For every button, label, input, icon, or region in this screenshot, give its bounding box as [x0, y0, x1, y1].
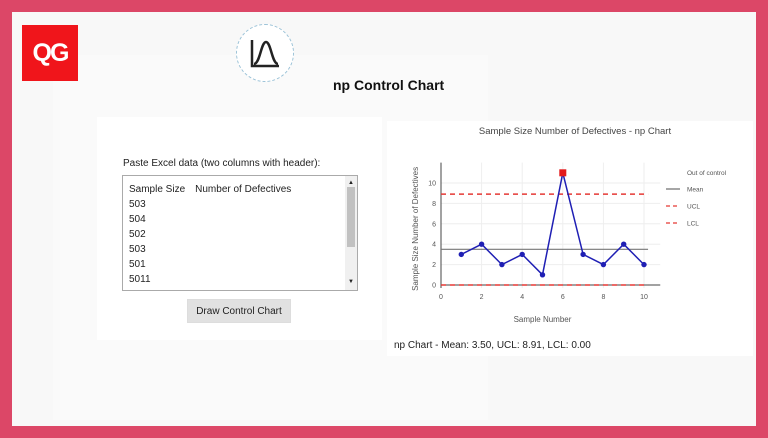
defectives: 1	[140, 259, 146, 270]
data-row: 503	[129, 242, 337, 257]
x-tick-label: 0	[439, 294, 443, 301]
np-chart: Sample Size Number of Defectives - np Ch…	[411, 126, 727, 324]
y-tick-label: 6	[432, 221, 436, 228]
data-row: 503	[129, 197, 337, 212]
y-tick-label: 8	[432, 201, 436, 208]
data-row: 5011	[129, 272, 337, 287]
data-point	[458, 251, 464, 258]
x-tick-label: 8	[601, 294, 605, 301]
scrollbar-thumb[interactable]	[347, 187, 355, 247]
data-row: 503	[129, 287, 337, 290]
header-col2: Number of Defectives	[195, 184, 292, 195]
legend-lcl: LCL	[687, 221, 699, 228]
defectives: 3	[140, 244, 146, 255]
legend-mean: Mean	[687, 187, 704, 194]
data-point	[478, 241, 485, 247]
sample-size: 50	[129, 214, 141, 225]
y-tick-label: 10	[428, 181, 436, 188]
data-point	[621, 241, 627, 247]
x-tick-label: 6	[561, 294, 565, 301]
data-textarea[interactable]: Sample Size Number of Defectives 503 504 50…	[122, 175, 358, 291]
defectives: 11	[140, 274, 151, 285]
data-point	[519, 251, 525, 258]
x-tick-label: 4	[520, 294, 524, 301]
data-row: 504	[129, 212, 337, 227]
scroll-down-icon[interactable]: ▼	[348, 279, 354, 285]
chart-panel: Sample Size Number of Defectives - np Ch…	[387, 121, 753, 356]
data-point	[539, 272, 546, 278]
x-tick-label: 2	[480, 294, 484, 301]
data-point	[600, 261, 607, 268]
scroll-up-icon[interactable]: ▲	[348, 180, 354, 186]
defectives: 2	[140, 229, 146, 240]
y-tick-label: 4	[432, 242, 436, 249]
legend-ucl: UCL	[687, 204, 700, 211]
defectives: 3	[140, 289, 146, 290]
data-point	[641, 261, 647, 268]
x-tick-label: 10	[640, 294, 648, 301]
bell-curve-icon	[236, 24, 294, 82]
qg-logo: QG	[22, 25, 78, 81]
data-row: 501	[129, 257, 337, 272]
input-label: Paste Excel data (two columns with heade…	[123, 158, 321, 169]
y-axis-label: Sample Size Number of Defectives	[411, 167, 420, 291]
defectives: 4	[140, 214, 146, 225]
sample-size: 50	[129, 274, 141, 285]
page-title: np Control Chart	[333, 77, 445, 93]
sample-size: 50	[129, 229, 141, 240]
out-of-control-point	[559, 169, 567, 177]
data-point	[580, 251, 586, 258]
header-col1: Sample Size	[129, 184, 186, 195]
y-tick-label: 0	[432, 283, 436, 290]
chart-summary: np Chart - Mean: 3.50, UCL: 8.91, LCL: 0…	[394, 340, 591, 351]
data-row: 502	[129, 227, 337, 242]
draw-chart-button[interactable]: Draw Control Chart	[187, 299, 291, 323]
sample-size: 50	[129, 259, 141, 270]
x-axis-label: Sample Number	[514, 315, 572, 324]
y-tick-label: 2	[432, 262, 436, 269]
scrollbar[interactable]: ▲ ▼	[345, 176, 357, 290]
data-line	[460, 172, 645, 277]
defectives: 3	[140, 199, 146, 210]
sample-size: 50	[129, 289, 140, 290]
legend-out-of-control: Out of control	[687, 170, 727, 177]
data-point	[499, 261, 505, 268]
chart-title: Sample Size Number of Defectives - np Ch…	[479, 126, 672, 137]
sample-size: 50	[129, 199, 141, 210]
sample-size: 50	[129, 244, 141, 255]
